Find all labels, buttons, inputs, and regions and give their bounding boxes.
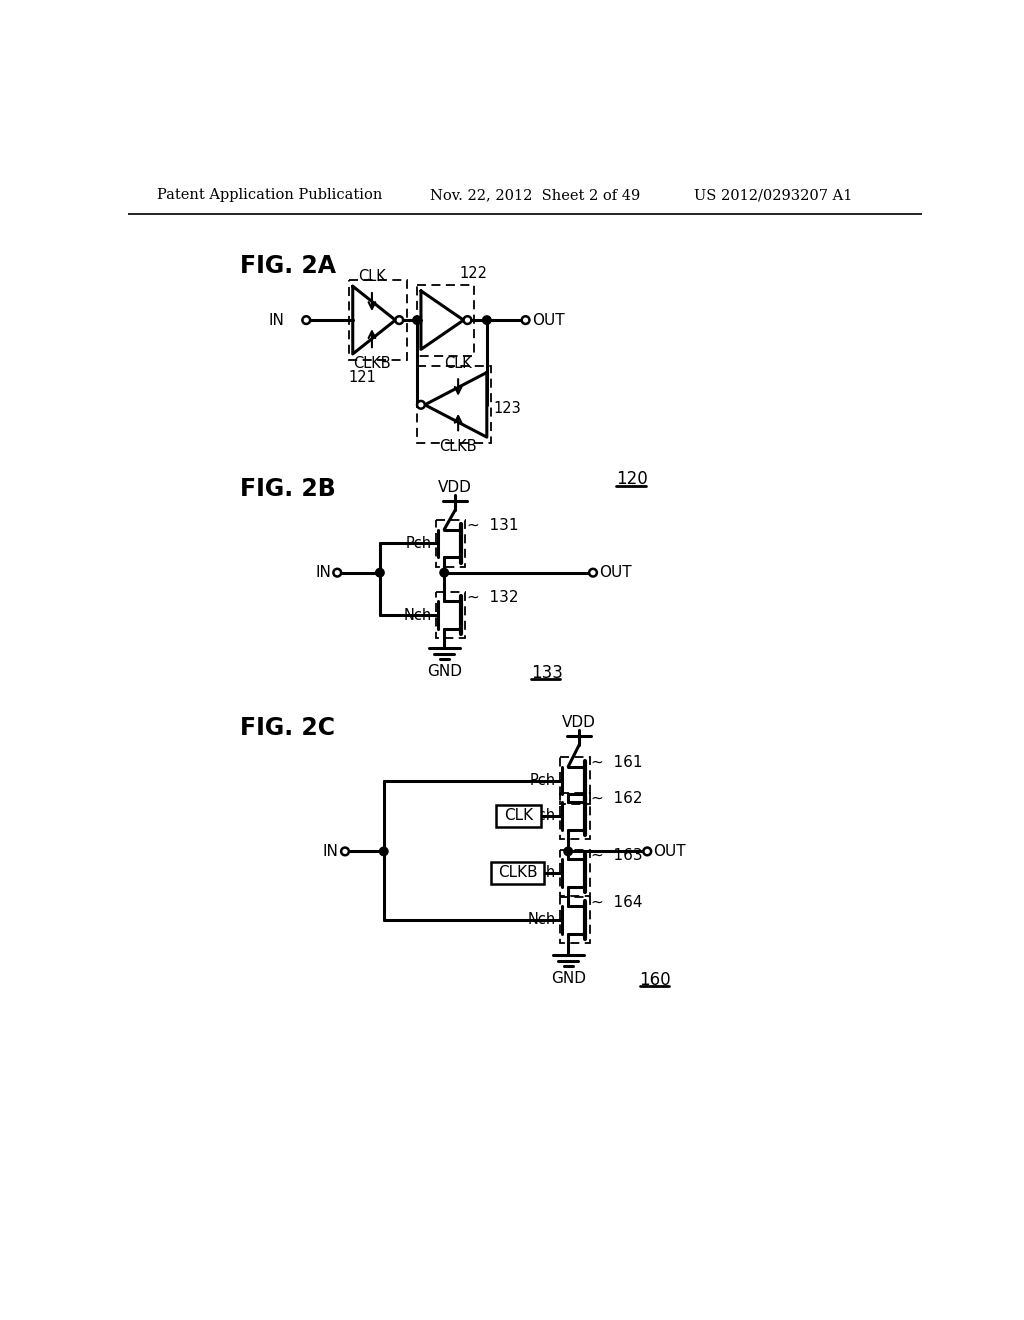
Bar [560, 850, 590, 896]
Text: OUT: OUT [653, 843, 686, 859]
Text: 133: 133 [531, 664, 563, 681]
Text: Pch: Pch [406, 536, 432, 550]
Text: OUT: OUT [531, 313, 564, 327]
Text: GND: GND [427, 664, 462, 678]
Text: Pch: Pch [529, 808, 556, 824]
Circle shape [334, 569, 341, 577]
Text: ~  162: ~ 162 [592, 791, 643, 805]
Circle shape [395, 317, 403, 323]
Text: 121: 121 [349, 370, 377, 384]
Text: 123: 123 [493, 401, 521, 416]
Text: ~  131: ~ 131 [467, 519, 519, 533]
Circle shape [464, 317, 471, 323]
Circle shape [302, 317, 310, 323]
Text: 120: 120 [616, 470, 648, 488]
Bar [435, 520, 465, 566]
Text: Nch: Nch [527, 912, 556, 928]
Bar [560, 896, 590, 942]
Circle shape [341, 847, 349, 855]
Text: IN: IN [323, 843, 339, 859]
Text: Nch: Nch [403, 607, 432, 623]
Circle shape [413, 315, 421, 325]
Text: FIG. 2C: FIG. 2C [241, 717, 336, 741]
Text: US 2012/0293207 A1: US 2012/0293207 A1 [693, 189, 852, 202]
Circle shape [376, 569, 384, 577]
Circle shape [417, 401, 425, 409]
Text: ~  161: ~ 161 [592, 755, 643, 771]
Text: VDD: VDD [438, 479, 472, 495]
Text: FIG. 2B: FIG. 2B [241, 478, 336, 502]
Circle shape [521, 317, 529, 323]
Bar [492, 862, 544, 884]
Text: OUT: OUT [599, 565, 632, 581]
Text: 122: 122 [460, 267, 487, 281]
Text: ~  163: ~ 163 [592, 847, 643, 863]
Text: CLKB: CLKB [353, 355, 391, 371]
Circle shape [440, 569, 449, 577]
Text: CLK: CLK [504, 808, 534, 824]
Bar [496, 805, 541, 826]
Text: IN: IN [268, 313, 285, 327]
Text: GND: GND [551, 972, 586, 986]
Bar [349, 280, 407, 360]
Bar [417, 367, 490, 444]
Bar [560, 758, 590, 804]
Text: VDD: VDD [562, 714, 596, 730]
Text: ~  132: ~ 132 [467, 590, 519, 605]
Text: CLKB: CLKB [439, 438, 477, 454]
Text: Nov. 22, 2012  Sheet 2 of 49: Nov. 22, 2012 Sheet 2 of 49 [430, 189, 640, 202]
Text: Pch: Pch [529, 774, 556, 788]
Bar [560, 793, 590, 840]
Text: Patent Application Publication: Patent Application Publication [158, 189, 383, 202]
Text: CLK: CLK [358, 269, 386, 285]
Text: ~  164: ~ 164 [592, 895, 643, 909]
Bar [435, 591, 465, 638]
Text: 160: 160 [640, 972, 671, 989]
Text: CLKB: CLKB [498, 866, 538, 880]
Text: FIG. 2A: FIG. 2A [241, 255, 336, 279]
Circle shape [482, 315, 492, 325]
Text: CLK: CLK [444, 355, 472, 371]
Text: Nch: Nch [527, 866, 556, 880]
Bar [417, 285, 474, 355]
Circle shape [380, 847, 388, 855]
Circle shape [589, 569, 597, 577]
Text: IN: IN [315, 565, 331, 581]
Circle shape [564, 847, 572, 855]
Circle shape [643, 847, 651, 855]
